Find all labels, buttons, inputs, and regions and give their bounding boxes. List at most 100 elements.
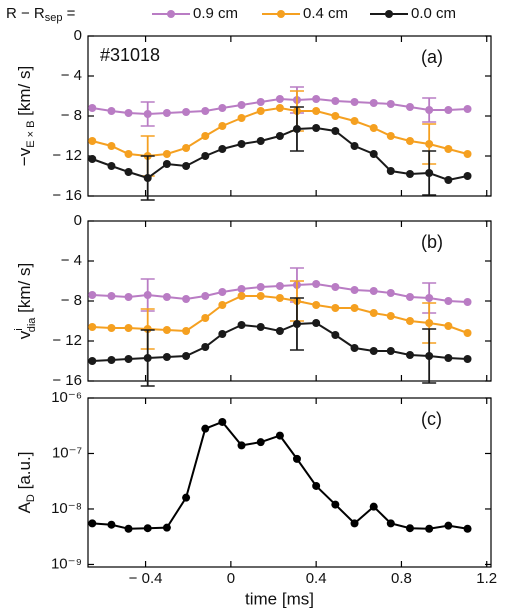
data-point [162,353,171,361]
data-point [124,109,133,117]
data-point [182,352,191,360]
data-point [425,352,434,360]
data-point [369,124,378,132]
data-point [182,108,191,116]
y-axis-label-rest: [km/ s] [15,66,34,121]
data-point [425,319,434,327]
y-tick-label: − 4 [61,252,82,269]
y-tick-label: − 4 [61,67,82,84]
y-tick-label: 10⁻⁶ [51,389,82,406]
data-point [463,298,472,306]
data-point [162,109,171,117]
data-point [444,322,453,330]
legend-marker [277,10,285,18]
y-tick-label: − 12 [52,332,82,349]
data-point [444,297,453,305]
data-point [312,95,321,103]
data-point [463,329,472,337]
data-point [444,176,453,184]
panel: 10⁻⁹ 10⁻⁸ 10⁻⁷ 10⁻⁶ − 0.4 0 0.4 0.8 1.2 time [ms]… [15,389,497,609]
y-axis-label-sup: i [13,328,25,330]
y-tick-label: 10⁻⁷ [52,444,82,461]
data-point [88,104,97,112]
data-point [143,174,152,182]
data-point [201,107,210,115]
data-point [143,110,152,118]
panel: − 16 − 12 − 8 − 4 0 (b) vidia [km/ s] [13,212,492,389]
y-axis-label-rest: [a.u.] [15,452,34,495]
data-point [425,106,434,114]
x-tick-label: 0.8 [391,570,412,587]
data-point [331,283,340,291]
data-point [256,438,265,447]
x-tick-label: 0.4 [306,570,327,587]
data-point [369,150,378,158]
data-point [275,431,284,440]
data-point [237,292,246,300]
data-point [237,321,246,329]
data-point [386,289,395,297]
panel-label: (b) [421,232,443,252]
panel-label: (a) [421,47,443,67]
data-point [201,314,210,322]
data-point [256,283,265,291]
data-point [312,319,321,327]
y-axis-label-sub: E × B [25,121,37,148]
data-point [88,155,97,163]
data-point [331,97,340,105]
data-point [182,493,191,502]
data-point [312,301,321,309]
data-point [405,524,414,533]
data-point [425,140,434,148]
data-point [331,331,340,339]
data-point [350,519,359,528]
data-point [405,351,414,359]
data-point [88,357,97,365]
data-point [369,502,378,511]
data-point [350,304,359,312]
data-point [256,107,265,115]
legend: R − Rsep = [6,5,76,24]
data-point [237,114,246,122]
data-point [350,117,359,125]
data-point [275,95,284,103]
data-point [218,417,227,426]
data-point [124,293,133,301]
data-point [182,295,191,303]
data-point [237,285,246,293]
data-point [386,519,395,528]
data-point [107,162,116,170]
data-point [369,287,378,295]
data-point [331,304,340,312]
legend-marker [385,10,393,18]
data-point [444,521,453,530]
data-point [292,320,301,328]
data-point [444,106,453,114]
data-point [275,294,284,302]
y-axis-label-text: −v [15,147,34,166]
data-point [88,323,97,331]
data-point [107,324,116,332]
data-point [218,122,227,130]
data-point [237,101,246,109]
x-tick-label: 1.2 [476,570,497,587]
data-point [124,324,133,332]
legend-label: 0.9 cm [193,5,238,22]
y-tick-label: − 12 [52,147,82,164]
data-point [386,132,395,140]
data-point [405,137,414,145]
y-tick-label: 0 [74,27,82,44]
data-point [275,104,284,112]
data-point [405,317,414,325]
data-point [275,327,284,335]
plot-frame [87,397,492,568]
data-point [312,280,321,288]
data-point [350,344,359,352]
data-point [218,145,227,153]
y-tick-label: 10⁻⁹ [51,555,82,572]
y-axis-label-sub: dia [26,317,38,333]
panel: − 16 − 12 − 8 − 4 0 #31018 (a) −vE × B [km/ s] [15,27,492,204]
legend-label: 0.0 cm [411,5,456,22]
data-point [386,100,395,108]
x-tick-label: 0 [227,570,235,587]
